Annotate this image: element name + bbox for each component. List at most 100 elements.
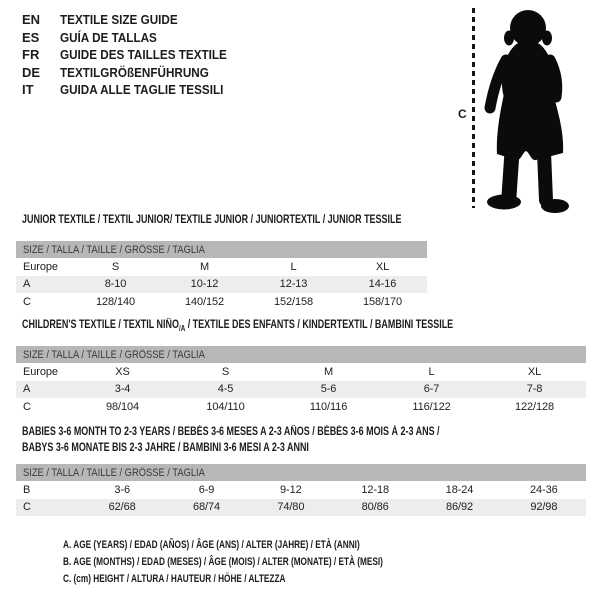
row-label-cell: Europe [23, 365, 58, 378]
size-header-text: SIZE / TALLA / TAILLE / GRÖSSE / TAGLIA [23, 348, 205, 361]
language-label: GUIDA ALLE TAGLIE TESSILI [60, 82, 224, 98]
size-cell: 140/152 [184, 295, 225, 308]
babies-title-line1-wrap: BABIES 3-6 MONTH TO 2-3 YEARS / BEBÉS 3-… [22, 424, 557, 440]
size-cell: XL [527, 365, 542, 378]
children-table-title-text: CHILDREN'S TEXTILE / TEXTIL NIÑO/A / TEX… [22, 317, 453, 334]
language-label: TEXTILE SIZE GUIDE [60, 12, 178, 28]
size-cell: 122/128 [514, 400, 555, 413]
language-item-en: EN TEXTILE SIZE GUIDE [22, 11, 245, 29]
footnote-b-text: B. AGE (MONTHS) / EDAD (MESES) / ÂGE (MO… [63, 555, 383, 568]
children-title-post: / TEXTILE DES ENFANTS / KINDERTEXTIL / B… [185, 319, 454, 331]
size-cell: 158/170 [362, 295, 403, 308]
size-header-text: SIZE / TALLA / TAILLE / GRÖSSE / TAGLIA [23, 466, 205, 479]
table-row: A 8-10 10-12 12-13 14-16 [16, 275, 427, 293]
size-cell: S [111, 260, 120, 273]
children-table-title: CHILDREN'S TEXTILE / TEXTIL NIÑO/A / TEX… [22, 317, 575, 334]
table-row: C 128/140 140/152 152/158 158/170 [16, 293, 427, 311]
size-cell: XS [115, 365, 130, 378]
size-cell: 14-16 [368, 278, 397, 291]
table-row: Europe XS S M L XL [16, 363, 586, 381]
language-label: TEXTILGRÖßENFÜHRUNG [60, 64, 209, 80]
size-cell: 74/80 [277, 501, 305, 514]
children-size-table: SIZE / TALLA / TAILLE / GRÖSSE / TAGLIA … [16, 346, 586, 416]
junior-table-title: JUNIOR TEXTILE / TEXTIL JUNIOR/ TEXTILE … [22, 212, 508, 228]
size-cell: 116/122 [412, 400, 451, 413]
size-cell: 10-12 [190, 278, 219, 291]
language-item-fr: FR GUIDE DES TAILLES TEXTILE [22, 46, 245, 64]
size-cell: 3-6 [114, 483, 130, 496]
size-cell: 104/110 [206, 400, 245, 413]
table-row: Europe S M L XL [16, 258, 427, 276]
language-label: GUIDE DES TAILLES TEXTILE [60, 47, 227, 63]
table-row: C 62/68 68/74 74/80 80/86 86/92 92/98 [16, 498, 586, 516]
size-cell: 68/74 [192, 501, 220, 514]
size-cell: 8-10 [104, 278, 127, 291]
size-cell: 86/92 [445, 501, 473, 514]
junior-table-title-text: JUNIOR TEXTILE / TEXTIL JUNIOR/ TEXTILE … [22, 214, 402, 226]
size-cell: 12-13 [279, 278, 308, 291]
footnote-c-text: C. (cm) HEIGHT / ALTURA / HAUTEUR / HÖHE… [63, 572, 286, 585]
table-row: A 3-4 4-5 5-6 6-7 7-8 [16, 380, 586, 398]
size-cell: 3-4 [114, 383, 131, 396]
size-cell: 5-6 [320, 383, 337, 396]
language-code: FR [22, 47, 40, 63]
size-cell: S [221, 365, 230, 378]
junior-size-table: SIZE / TALLA / TAILLE / GRÖSSE / TAGLIA … [16, 241, 427, 311]
size-cell: 110/116 [309, 400, 348, 413]
language-item-it: IT GUIDA ALLE TAGLIE TESSILI [22, 81, 245, 99]
babies-title-line2-wrap: BABYS 3-6 MONATE BIS 2-3 JAHRE / BAMBINI… [22, 440, 557, 456]
row-label-cell: A [23, 278, 31, 291]
footnotes: A. AGE (YEARS) / EDAD (AÑOS) / ÂGE (ANS)… [63, 536, 490, 587]
size-cell: 12-18 [361, 483, 389, 496]
children-title-subscript: /A [178, 323, 186, 333]
size-cell: L [290, 260, 297, 273]
language-code: ES [22, 29, 40, 45]
height-measure-dashed-line [472, 8, 475, 208]
language-item-es: ES GUÍA DE TALLAS [22, 29, 245, 47]
toddler-silhouette-image [484, 10, 569, 213]
footnote-c: C. (cm) HEIGHT / ALTURA / HAUTEUR / HÖHE… [63, 570, 490, 587]
footnote-b: B. AGE (MONTHS) / EDAD (MESES) / ÂGE (MO… [63, 553, 490, 570]
size-cell: M [323, 365, 334, 378]
size-header-bar: SIZE / TALLA / TAILLE / GRÖSSE / TAGLIA [16, 464, 586, 481]
size-cell: 152/158 [273, 295, 314, 308]
children-title-pre: CHILDREN'S TEXTILE / TEXTIL NIÑO [22, 319, 179, 331]
size-cell: 6-7 [423, 383, 440, 396]
size-header-bar: SIZE / TALLA / TAILLE / GRÖSSE / TAGLIA [16, 346, 586, 363]
babies-table-title: BABIES 3-6 MONTH TO 2-3 YEARS / BEBÉS 3-… [22, 424, 557, 456]
size-cell: 9-12 [280, 483, 302, 496]
language-item-de: DE TEXTILGRÖßENFÜHRUNG [22, 64, 245, 82]
language-code: IT [22, 82, 34, 98]
size-header-text: SIZE / TALLA / TAILLE / GRÖSSE / TAGLIA [23, 243, 205, 256]
size-cell: L [428, 365, 435, 378]
size-cell: XL [375, 260, 390, 273]
size-cell: 6-9 [198, 483, 215, 496]
size-cell: 62/68 [108, 501, 136, 514]
row-label-cell: C [23, 295, 31, 308]
language-list: EN TEXTILE SIZE GUIDE ES GUÍA DE TALLAS … [22, 11, 245, 99]
row-label-cell: C [23, 501, 31, 514]
language-code: EN [22, 12, 41, 28]
size-cell: 18-24 [445, 483, 474, 496]
size-cell: 80/86 [361, 501, 389, 514]
babies-title-line2: BABYS 3-6 MONATE BIS 2-3 JAHRE / BAMBINI… [22, 442, 309, 454]
size-cell: 7-8 [526, 383, 543, 396]
row-label-cell: A [23, 383, 31, 396]
table-row: C 98/104 104/110 110/116 116/122 122/128 [16, 398, 586, 416]
row-label-cell: B [23, 483, 31, 496]
row-label-cell: C [23, 400, 31, 413]
size-cell: 4-5 [217, 383, 234, 396]
row-label-cell: Europe [23, 260, 58, 273]
size-header-bar: SIZE / TALLA / TAILLE / GRÖSSE / TAGLIA [16, 241, 427, 258]
footnote-a-text: A. AGE (YEARS) / EDAD (AÑOS) / ÂGE (ANS)… [63, 538, 360, 551]
language-label: GUÍA DE TALLAS [60, 29, 157, 45]
size-cell: 128/140 [95, 295, 136, 308]
height-marker-label: C [458, 107, 467, 121]
babies-title-line1: BABIES 3-6 MONTH TO 2-3 YEARS / BEBÉS 3-… [22, 426, 440, 438]
size-cell: 24-36 [530, 483, 558, 496]
table-row: B 3-6 6-9 9-12 12-18 18-24 24-36 [16, 481, 586, 499]
footnote-a: A. AGE (YEARS) / EDAD (AÑOS) / ÂGE (ANS)… [63, 536, 490, 553]
size-cell: 98/104 [105, 400, 140, 413]
size-cell: 92/98 [530, 501, 558, 514]
babies-size-table: SIZE / TALLA / TAILLE / GRÖSSE / TAGLIA … [16, 464, 586, 516]
